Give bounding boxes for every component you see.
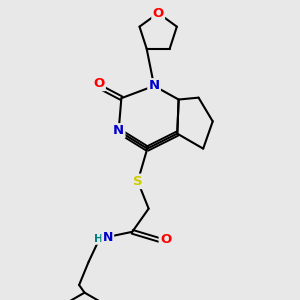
Text: H: H <box>94 234 103 244</box>
Text: N: N <box>103 231 113 244</box>
Text: O: O <box>153 7 164 20</box>
Text: N: N <box>113 124 124 137</box>
Text: S: S <box>133 175 142 188</box>
Text: O: O <box>93 77 105 90</box>
Text: N: N <box>148 80 160 92</box>
Text: O: O <box>160 233 171 246</box>
